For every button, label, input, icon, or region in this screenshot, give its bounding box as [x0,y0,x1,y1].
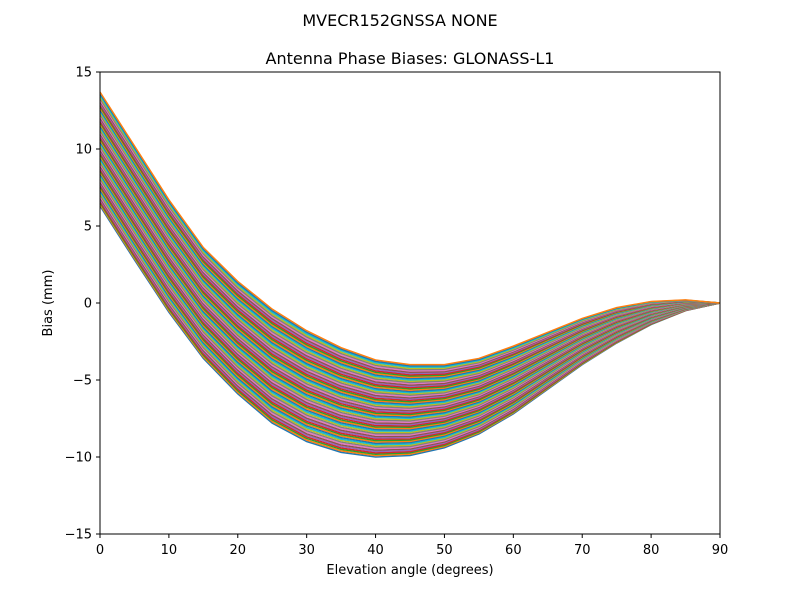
x-tick-label: 50 [436,543,453,558]
y-axis: −15 −10 −5 0 5 10 15 [65,66,100,543]
series-line [99,91,721,366]
x-tick-label: 90 [712,543,729,558]
x-tick-label: 70 [574,543,591,558]
x-tick-label: 40 [367,543,384,558]
x-axis: 0 10 20 30 40 50 60 70 80 90 [96,534,728,558]
y-tick-label: 10 [75,143,92,158]
x-tick-label: 20 [230,543,247,558]
x-axis-label: Elevation angle (degrees) [326,563,493,578]
y-tick-label: −5 [73,374,92,389]
x-tick-label: 30 [298,543,315,558]
series-layer [99,91,721,458]
x-tick-label: 0 [96,543,104,558]
y-tick-label: 15 [75,66,92,81]
y-tick-label: 0 [84,297,92,312]
y-tick-label: 5 [84,220,92,235]
x-tick-label: 80 [643,543,660,558]
y-tick-label: −15 [65,528,92,543]
x-tick-label: 10 [161,543,178,558]
y-tick-label: −10 [65,451,92,466]
y-axis-label: Bias (mm) [41,270,56,337]
x-tick-label: 60 [505,543,522,558]
chart-title: Antenna Phase Biases: GLONASS-L1 [266,49,555,68]
chart-suptitle: MVECR152GNSSA NONE [302,11,497,30]
